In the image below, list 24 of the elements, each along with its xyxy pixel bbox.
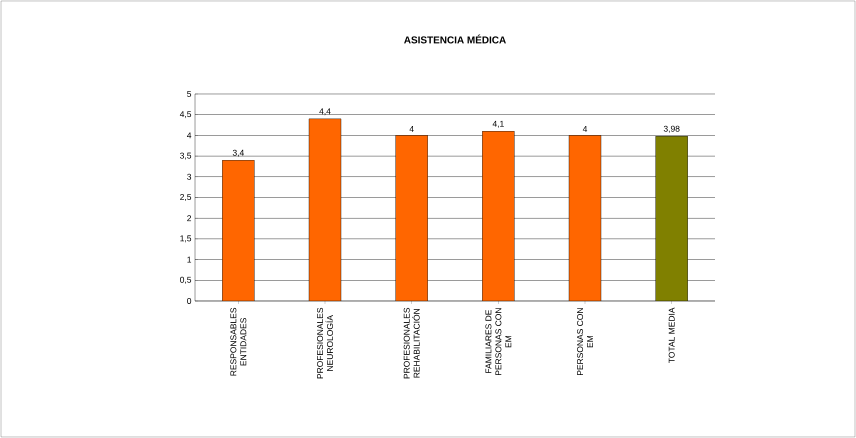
x-tick-label: FAMILIARES DE PERSONAS CON EM bbox=[485, 308, 512, 376]
data-label: 4 bbox=[582, 126, 588, 132]
x-tick-label: PROFESIONALES REHABILITACIÓN bbox=[404, 308, 420, 378]
y-tick-label: 2 bbox=[187, 215, 192, 222]
y-tick-label: 0,5 bbox=[180, 276, 192, 284]
y-tick-label: 5 bbox=[187, 91, 192, 97]
y-tick-label: 1,5 bbox=[180, 235, 192, 242]
data-label: 3,4 bbox=[232, 150, 244, 157]
y-tick-label: 3 bbox=[187, 174, 192, 180]
y-tick-label: 3,5 bbox=[180, 152, 192, 160]
y-tick-label: 2,5 bbox=[180, 194, 192, 201]
chart-title: ASISTENCIA MÉDICA bbox=[404, 34, 506, 44]
x-tick-label: RESPONSABLES ENTIDADES bbox=[230, 308, 246, 376]
x-tick-label: PROFESIONALES NEUROLOGÍA bbox=[317, 308, 333, 378]
y-tick-label: 0 bbox=[187, 298, 192, 304]
data-label: 4,4 bbox=[319, 108, 331, 116]
x-tick-label: TOTAL MEDIA bbox=[668, 308, 675, 363]
data-label: 4,1 bbox=[492, 120, 504, 128]
y-tick-label: 1 bbox=[187, 256, 192, 262]
x-tick-label: PERSONAS CON EM bbox=[577, 308, 593, 376]
data-label: 3,98 bbox=[664, 126, 680, 133]
data-label: 4 bbox=[410, 126, 414, 132]
y-tick-label: 4 bbox=[186, 132, 192, 138]
y-tick-label: 4,5 bbox=[180, 111, 192, 118]
